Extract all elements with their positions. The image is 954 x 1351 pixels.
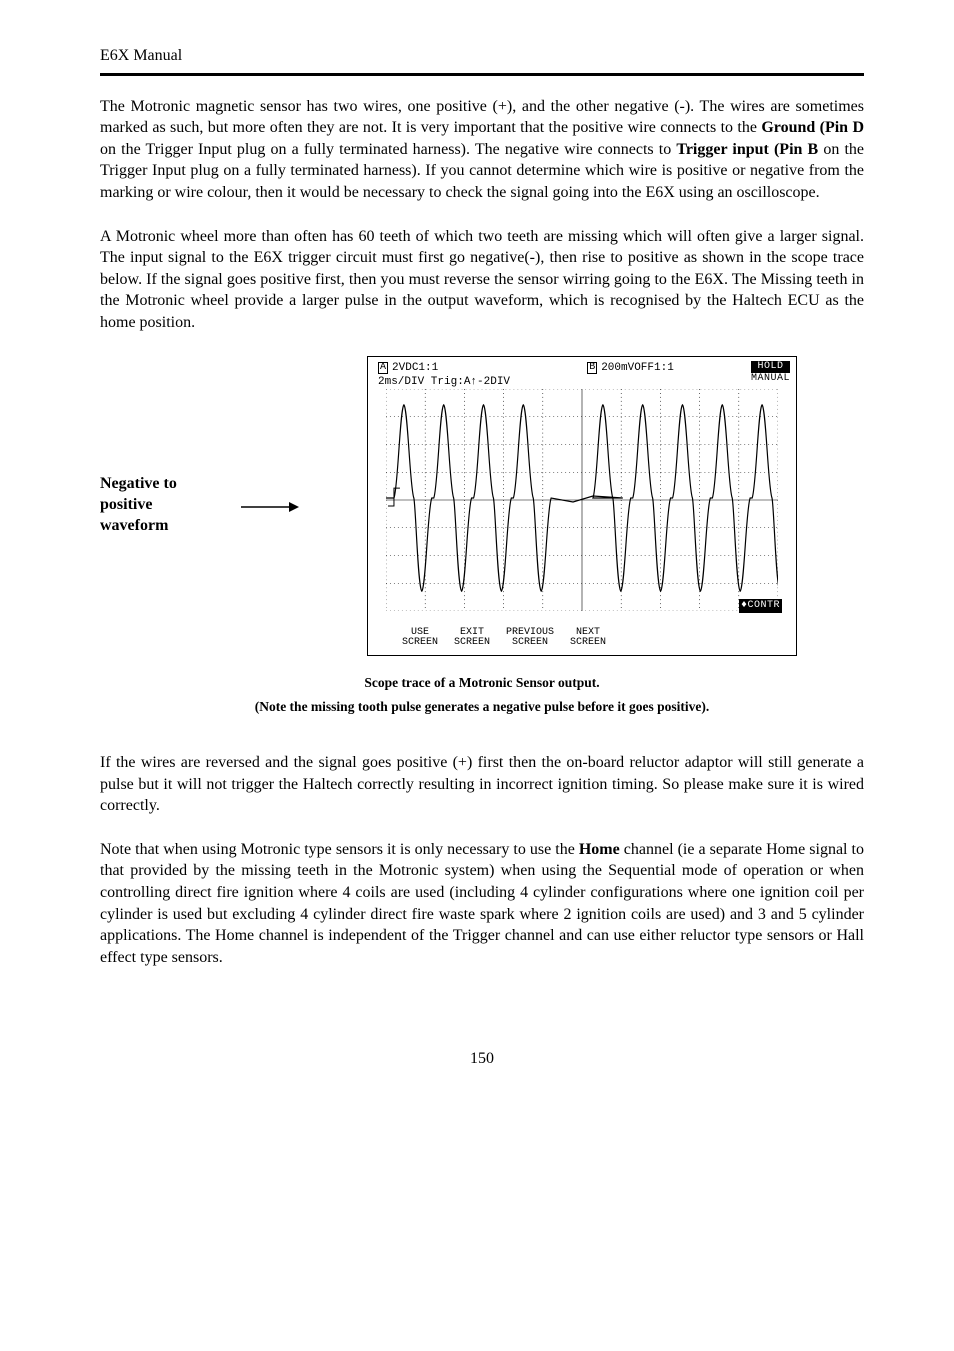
scope-channel-a-box: A <box>378 362 388 374</box>
figure-arrow <box>240 498 300 514</box>
figure-side-label: Negative to positive waveform <box>100 474 240 536</box>
scope-button: PREVIOUSSCREEN <box>506 628 554 649</box>
scope-channel-b-box: B <box>587 362 597 374</box>
fig-label-line2: positive <box>100 495 232 516</box>
para1-bold1: Ground (Pin D <box>761 119 864 136</box>
para4-text1: Note that when using Motronic type senso… <box>100 841 579 858</box>
scope-button: NEXTSCREEN <box>570 628 606 649</box>
para1-text2: on the Trigger Input plug on a fully ter… <box>100 141 676 158</box>
doc-header-title: E6X Manual <box>100 45 864 67</box>
para1-text1: The Motronic magnetic sensor has two wir… <box>100 98 864 137</box>
scope-top-center-text: 200mVOFF1:1 <box>601 361 674 376</box>
page-number: 150 <box>100 1048 864 1070</box>
scope-bottom-buttons: USESCREEN EXITSCREEN PREVIOUSSCREEN NEXTSCR… <box>368 628 796 649</box>
para4-bold1: Home <box>579 841 620 858</box>
scope-manual-text: MANUAL <box>751 374 790 384</box>
scope-image-column: A 2VDC1:1 2ms/DIV Trig:A↑-2DIV B 200mVOF… <box>300 356 864 656</box>
figure-caption-2: (Note the missing tooth pulse generates … <box>100 698 864 716</box>
oscilloscope-screenshot: A 2VDC1:1 2ms/DIV Trig:A↑-2DIV B 200mVOF… <box>367 356 797 656</box>
scope-contr-badge: ♦CONTR <box>739 599 782 613</box>
paragraph-3: If the wires are reversed and the signal… <box>100 752 864 817</box>
para4-text2: channel (ie a separate Home signal to th… <box>100 841 864 966</box>
scope-top-row: A 2VDC1:1 2ms/DIV Trig:A↑-2DIV B 200mVOF… <box>368 357 796 391</box>
scope-top-left-1: 2VDC1:1 <box>392 361 438 376</box>
paragraph-4: Note that when using Motronic type senso… <box>100 839 864 969</box>
scope-button: EXITSCREEN <box>454 628 490 649</box>
fig-label-line1: Negative to <box>100 474 232 495</box>
figure-caption-block: Scope trace of a Motronic Sensor output.… <box>100 674 864 716</box>
scope-top-right: HOLD MANUAL <box>751 361 790 384</box>
scope-top-left: A 2VDC1:1 2ms/DIV Trig:A↑-2DIV <box>378 361 510 391</box>
scope-hold-badge: HOLD <box>751 361 790 373</box>
header-rule <box>100 73 864 76</box>
scope-plot-area <box>386 389 778 611</box>
paragraph-1: The Motronic magnetic sensor has two wir… <box>100 96 864 204</box>
figure-row: Negative to positive waveform A 2VDC1:1 … <box>100 356 864 656</box>
scope-button: USESCREEN <box>402 628 438 649</box>
para1-bold2: Trigger input (Pin B <box>676 141 818 158</box>
scope-top-center: B 200mVOFF1:1 <box>587 361 674 376</box>
fig-label-line3: waveform <box>100 516 232 537</box>
paragraph-2: A Motronic wheel more than often has 60 … <box>100 226 864 334</box>
figure-caption-1: Scope trace of a Motronic Sensor output. <box>100 674 864 692</box>
